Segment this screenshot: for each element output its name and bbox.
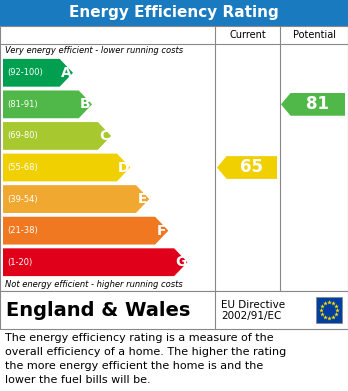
- Polygon shape: [3, 185, 149, 213]
- Text: E: E: [138, 192, 148, 206]
- Text: (55-68): (55-68): [7, 163, 38, 172]
- Text: The energy efficiency rating is a measure of the: The energy efficiency rating is a measur…: [5, 333, 274, 343]
- Text: F: F: [157, 224, 166, 238]
- Bar: [316, 297, 342, 323]
- Text: (92-100): (92-100): [7, 68, 43, 77]
- Polygon shape: [281, 93, 345, 116]
- Text: 2002/91/EC: 2002/91/EC: [221, 311, 282, 321]
- Polygon shape: [3, 154, 130, 181]
- Text: Energy Efficiency Rating: Energy Efficiency Rating: [69, 5, 279, 20]
- Text: Current: Current: [229, 30, 266, 40]
- Text: A: A: [61, 66, 72, 80]
- Text: G: G: [175, 255, 187, 269]
- Polygon shape: [3, 90, 92, 118]
- Polygon shape: [217, 156, 277, 179]
- Polygon shape: [3, 122, 111, 150]
- Text: B: B: [80, 97, 91, 111]
- Text: the more energy efficient the home is and the: the more energy efficient the home is an…: [5, 361, 263, 371]
- Text: EU Directive: EU Directive: [221, 300, 285, 310]
- Text: (21-38): (21-38): [7, 226, 38, 235]
- Polygon shape: [3, 248, 188, 276]
- Text: Potential: Potential: [293, 30, 335, 40]
- Text: 81: 81: [306, 95, 329, 113]
- Text: (39-54): (39-54): [7, 195, 38, 204]
- Text: Very energy efficient - lower running costs: Very energy efficient - lower running co…: [5, 46, 183, 55]
- Text: (1-20): (1-20): [7, 258, 32, 267]
- Text: D: D: [118, 160, 129, 174]
- Polygon shape: [3, 217, 168, 244]
- Text: (81-91): (81-91): [7, 100, 38, 109]
- Text: C: C: [100, 129, 110, 143]
- Bar: [0, 26, 348, 291]
- Text: 65: 65: [240, 158, 263, 176]
- Text: overall efficiency of a home. The higher the rating: overall efficiency of a home. The higher…: [5, 347, 286, 357]
- Text: (69-80): (69-80): [7, 131, 38, 140]
- Bar: [0, 0, 348, 26]
- Text: lower the fuel bills will be.: lower the fuel bills will be.: [5, 375, 151, 385]
- Bar: [0, 291, 348, 329]
- Text: Not energy efficient - higher running costs: Not energy efficient - higher running co…: [5, 280, 183, 289]
- Polygon shape: [3, 59, 73, 87]
- Text: England & Wales: England & Wales: [6, 301, 190, 319]
